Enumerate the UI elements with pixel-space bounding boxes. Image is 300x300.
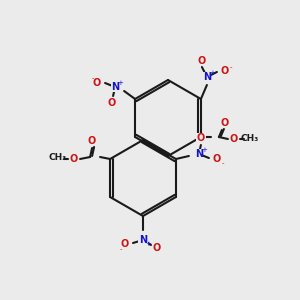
Text: O: O xyxy=(93,78,101,88)
Text: -: - xyxy=(92,75,94,81)
Text: -: - xyxy=(222,160,224,166)
Text: N: N xyxy=(203,72,211,82)
Text: N: N xyxy=(111,82,119,92)
Text: +: + xyxy=(201,147,207,153)
Text: O: O xyxy=(121,239,129,249)
Text: O: O xyxy=(70,154,78,164)
Text: -: - xyxy=(120,246,122,252)
Text: +: + xyxy=(209,70,215,76)
Text: N: N xyxy=(195,149,203,159)
Text: O: O xyxy=(230,134,238,144)
Text: O: O xyxy=(88,136,96,146)
Text: +: + xyxy=(117,80,123,86)
Text: O: O xyxy=(221,118,229,128)
Text: CH₃: CH₃ xyxy=(49,154,67,163)
Text: O: O xyxy=(108,98,116,108)
Text: O: O xyxy=(198,56,206,66)
Text: N: N xyxy=(139,235,147,245)
Text: O: O xyxy=(213,154,221,164)
Text: O: O xyxy=(197,133,205,143)
Text: CH₃: CH₃ xyxy=(241,134,259,142)
Text: +: + xyxy=(145,241,151,247)
Text: O: O xyxy=(153,243,161,253)
Text: -: - xyxy=(230,64,232,70)
Text: O: O xyxy=(221,66,229,76)
